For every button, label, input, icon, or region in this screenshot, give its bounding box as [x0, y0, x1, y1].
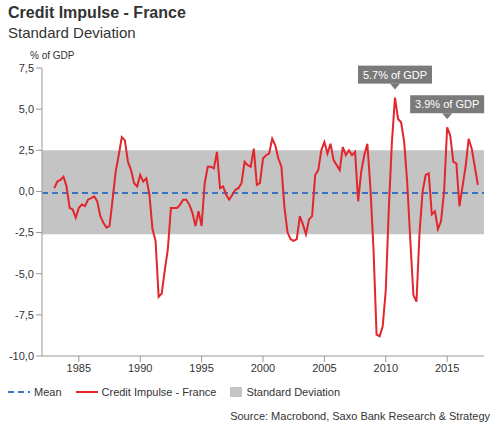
svg-text:-7,5: -7,5: [15, 309, 34, 321]
svg-text:1985: 1985: [67, 362, 91, 374]
html-text:Credit Impulse - France: Credit Impulse - France: [8, 4, 186, 21]
html-text:Mean: Mean: [34, 386, 62, 398]
html-text:Standard Deviation: Standard Deviation: [246, 386, 340, 398]
svg-text:7,5: 7,5: [19, 62, 34, 74]
svg-text:-10,0: -10,0: [9, 350, 34, 362]
svg-text:5,0: 5,0: [19, 103, 34, 115]
svg-text:2,5: 2,5: [19, 144, 34, 156]
svg-text:2010: 2010: [374, 362, 398, 374]
svg-text:2015: 2015: [435, 362, 459, 374]
html-text:Standard Deviation: Standard Deviation: [8, 24, 136, 41]
html-text:Source: Macrobond, Saxo Bank R: Source: Macrobond, Saxo Bank Research & …: [230, 410, 490, 422]
svg-text:2005: 2005: [312, 362, 336, 374]
svg-text:3.9% of GDP: 3.9% of GDP: [415, 98, 479, 110]
html-text:Credit Impulse - France: Credit Impulse - France: [101, 386, 217, 398]
svg-text:1990: 1990: [128, 362, 152, 374]
svg-text:2000: 2000: [251, 362, 275, 374]
svg-text:-2,5: -2,5: [15, 226, 34, 238]
svg-text:0,0: 0,0: [19, 185, 34, 197]
svg-text:1995: 1995: [189, 362, 213, 374]
html-text:% of GDP: % of GDP: [30, 50, 75, 61]
svg-text:5.7% of GDP: 5.7% of GDP: [363, 69, 427, 81]
svg-text:-5,0: -5,0: [15, 268, 34, 280]
